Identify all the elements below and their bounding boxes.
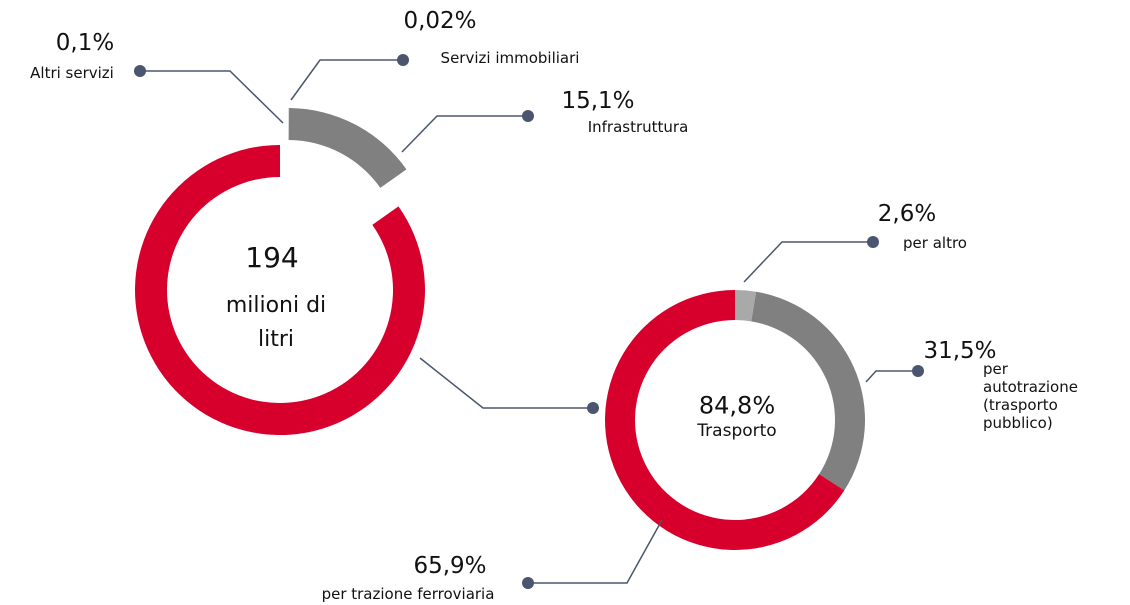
leader-dot (867, 236, 879, 248)
leader-line (419, 357, 593, 409)
category-label: Servizi immobiliari (440, 49, 580, 67)
percent-label: 15,1% (561, 88, 635, 115)
category-label: Altri servizi (30, 64, 114, 82)
leader-dot (134, 65, 146, 77)
percent-label: 65,9% (413, 553, 487, 580)
leader-line (528, 519, 663, 584)
category-label: per trazione ferroviaria (321, 585, 495, 603)
center-unit: litri (257, 326, 295, 352)
leader-dot (912, 365, 924, 377)
category-label: per autotrazione (trasporto pubblico) (983, 360, 1078, 432)
leader-dot (587, 402, 599, 414)
donut-segment (735, 290, 757, 322)
percent-label: 0,02% (403, 8, 477, 35)
leader-line (401, 115, 528, 153)
leader-line (743, 241, 873, 283)
category-label: per altro (903, 234, 967, 252)
leader-dot (522, 110, 534, 122)
center-unit: milioni di (225, 292, 327, 318)
leader-line (290, 59, 403, 101)
leader-dot (522, 577, 534, 589)
leader-dot (397, 54, 409, 66)
center-total: 194 (245, 241, 299, 275)
center-value: 84,8% (698, 391, 776, 420)
percent-label: 2,6% (877, 201, 937, 228)
center-category: Trasporto (697, 420, 777, 441)
donut-segment (134, 145, 425, 436)
percent-label: 0,1% (55, 30, 115, 57)
percent-label: 31,5% (923, 338, 997, 365)
category-label: Infrastruttura (587, 118, 689, 136)
leader-line (865, 370, 918, 383)
donut-segment (751, 291, 866, 491)
leader-line (140, 70, 284, 124)
donut-segment (288, 108, 407, 188)
